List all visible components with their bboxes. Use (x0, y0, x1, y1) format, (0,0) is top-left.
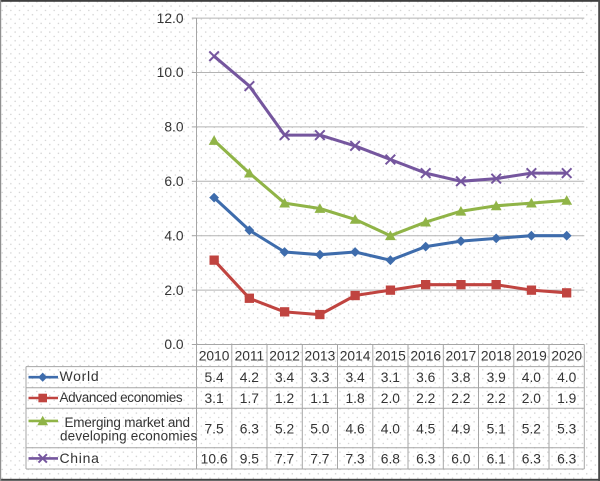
svg-text:5.4: 5.4 (205, 370, 225, 385)
svg-text:0.0: 0.0 (164, 337, 184, 352)
svg-text:Advanced economies: Advanced economies (60, 390, 183, 405)
svg-text:5.1: 5.1 (487, 421, 506, 436)
svg-text:4.2: 4.2 (240, 370, 259, 385)
svg-text:4.5: 4.5 (416, 421, 436, 436)
svg-text:2.0: 2.0 (381, 391, 401, 406)
svg-text:2.2: 2.2 (451, 391, 470, 406)
svg-text:3.8: 3.8 (451, 370, 471, 385)
svg-text:3.1: 3.1 (381, 370, 400, 385)
svg-text:2013: 2013 (305, 349, 336, 364)
svg-text:1.7: 1.7 (240, 391, 259, 406)
svg-text:7.5: 7.5 (205, 421, 225, 436)
svg-text:10.0: 10.0 (157, 65, 184, 80)
svg-text:6.0: 6.0 (451, 451, 471, 466)
svg-text:6.3: 6.3 (557, 451, 577, 466)
svg-text:5.2: 5.2 (275, 421, 294, 436)
svg-text:4.0: 4.0 (522, 370, 542, 385)
svg-text:2.2: 2.2 (487, 391, 506, 406)
svg-text:2011: 2011 (235, 349, 265, 364)
svg-text:4.0: 4.0 (164, 228, 184, 243)
svg-text:China: China (60, 450, 100, 466)
svg-text:4.9: 4.9 (451, 421, 471, 436)
svg-text:4.6: 4.6 (346, 421, 366, 436)
svg-text:6.8: 6.8 (381, 451, 401, 466)
svg-text:2018: 2018 (481, 349, 512, 364)
svg-text:1.2: 1.2 (275, 391, 294, 406)
svg-text:3.3: 3.3 (310, 370, 330, 385)
svg-text:6.3: 6.3 (240, 421, 260, 436)
svg-text:World: World (60, 368, 100, 384)
svg-text:4.0: 4.0 (557, 370, 577, 385)
svg-text:9.5: 9.5 (240, 451, 260, 466)
svg-text:Emerging market and: Emerging market and (65, 415, 190, 430)
svg-text:1.1: 1.1 (310, 391, 329, 406)
svg-text:4.0: 4.0 (381, 421, 401, 436)
svg-text:7.3: 7.3 (346, 451, 366, 466)
svg-text:2010: 2010 (199, 349, 230, 364)
svg-text:6.0: 6.0 (164, 174, 184, 189)
svg-text:12.0: 12.0 (157, 11, 184, 26)
svg-text:5.0: 5.0 (310, 421, 330, 436)
svg-text:7.7: 7.7 (275, 451, 294, 466)
svg-text:2012: 2012 (269, 349, 300, 364)
svg-text:1.8: 1.8 (346, 391, 366, 406)
svg-text:3.1: 3.1 (205, 391, 224, 406)
svg-text:6.3: 6.3 (522, 451, 542, 466)
svg-text:6.3: 6.3 (416, 451, 436, 466)
svg-text:2.2: 2.2 (416, 391, 435, 406)
svg-text:2020: 2020 (551, 349, 582, 364)
svg-text:2016: 2016 (410, 349, 441, 364)
svg-text:developing economies: developing economies (60, 428, 197, 443)
svg-text:1.9: 1.9 (557, 391, 577, 406)
svg-text:2017: 2017 (446, 349, 477, 364)
svg-text:8.0: 8.0 (164, 120, 184, 135)
svg-text:7.7: 7.7 (310, 451, 329, 466)
svg-text:3.4: 3.4 (346, 370, 366, 385)
svg-text:5.2: 5.2 (522, 421, 541, 436)
svg-text:2014: 2014 (340, 349, 371, 364)
svg-text:2.0: 2.0 (164, 283, 184, 298)
svg-text:3.6: 3.6 (416, 370, 436, 385)
svg-text:3.9: 3.9 (487, 370, 507, 385)
svg-text:2015: 2015 (375, 349, 406, 364)
svg-text:10.6: 10.6 (201, 451, 228, 466)
svg-text:5.3: 5.3 (557, 421, 577, 436)
svg-text:3.4: 3.4 (275, 370, 295, 385)
svg-text:2019: 2019 (516, 349, 547, 364)
svg-text:6.1: 6.1 (487, 451, 506, 466)
svg-text:2.0: 2.0 (522, 391, 542, 406)
